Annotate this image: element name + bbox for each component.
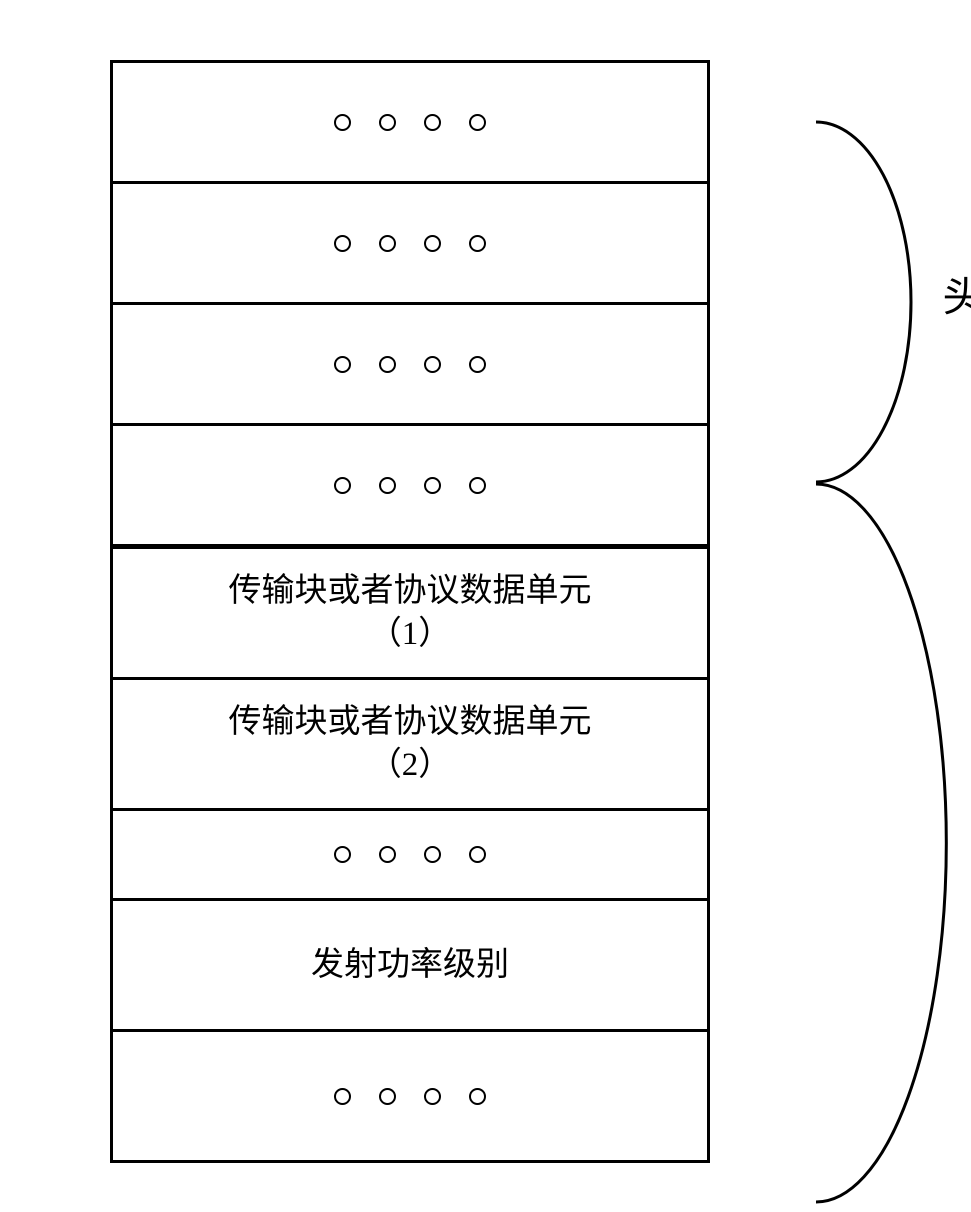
ellipsis-dots [334, 356, 486, 373]
ellipsis-dots [334, 235, 486, 252]
payload-row-dots-top [113, 426, 707, 549]
packet-structure-diagram: 传输块或者协议数据单元 （1） 传输块或者协议数据单元 （2） 发射功率级别 [110, 60, 710, 1163]
packet-table: 传输块或者协议数据单元 （1） 传输块或者协议数据单元 （2） 发射功率级别 [110, 60, 710, 1163]
ellipsis-dots [334, 1088, 486, 1105]
payload-row-power: 发射功率级别 [113, 901, 707, 1032]
header-bracket-arc-icon [814, 120, 924, 485]
payload-row-dots-bottom [113, 1032, 707, 1163]
power-label: 发射功率级别 [311, 944, 509, 987]
header-bracket-label: 头 [929, 275, 971, 324]
tb2-label-line2: （2） [369, 744, 452, 787]
header-row-2 [113, 184, 707, 305]
payload-row-tb1: 传输块或者协议数据单元 （1） [113, 549, 707, 680]
header-bracket [814, 120, 924, 490]
tb2-label-line1: 传输块或者协议数据单元 [229, 701, 592, 744]
payload-row-tb2: 传输块或者协议数据单元 （2） [113, 680, 707, 811]
payload-row-dots-mid [113, 811, 707, 901]
header-row-1 [113, 63, 707, 184]
tb1-label-line2: （1） [369, 613, 452, 656]
payload-bracket [814, 482, 959, 1212]
ellipsis-dots [334, 846, 486, 863]
ellipsis-dots [334, 477, 486, 494]
header-row-3 [113, 305, 707, 426]
ellipsis-dots [334, 114, 486, 131]
tb1-label-line1: 传输块或者协议数据单元 [229, 570, 592, 613]
payload-bracket-label: 有效负荷 [959, 780, 971, 829]
payload-bracket-arc-icon [814, 482, 959, 1207]
